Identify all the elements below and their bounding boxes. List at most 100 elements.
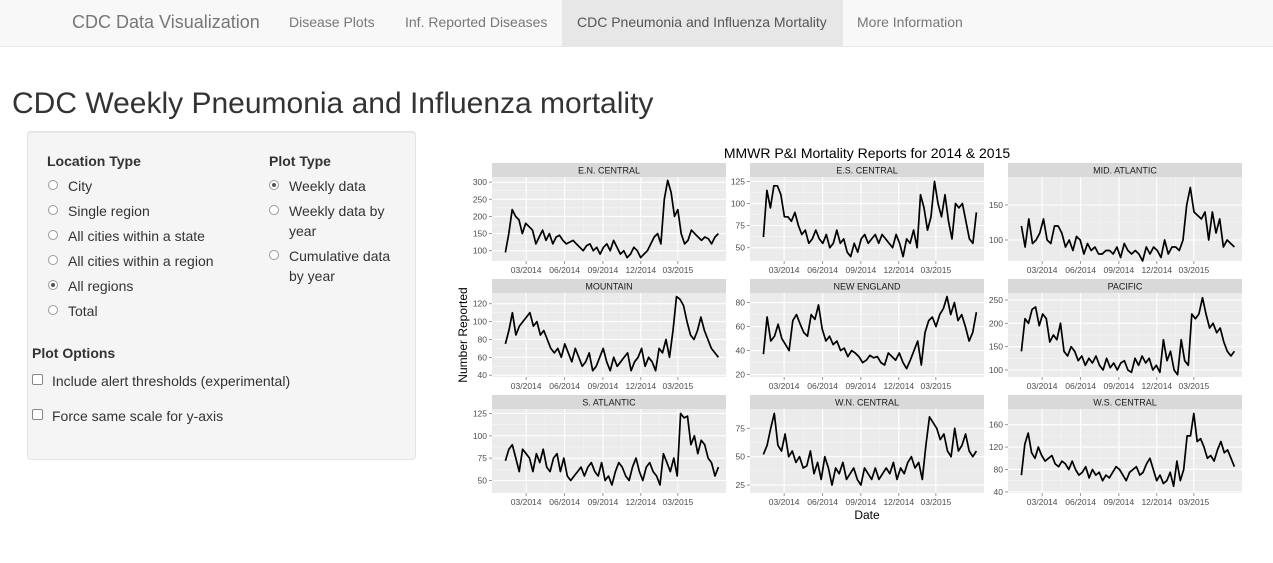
checkbox[interactable] (32, 409, 43, 420)
tab-inf-reported-diseases[interactable]: Inf. Reported Diseases (405, 14, 548, 30)
checkbox-label: Force same scale for y-axis (52, 408, 224, 424)
series-line (504, 412, 720, 486)
x-tick-label: 06/2014 (549, 265, 580, 275)
y-tick-label: 200 (473, 211, 487, 221)
x-tick-label: 12/2014 (625, 381, 656, 391)
y-tick-label: 40 (994, 487, 1004, 497)
x-tick-label: 09/2014 (1104, 265, 1135, 275)
tab-disease-plots[interactable]: Disease Plots (289, 14, 375, 30)
navbar: CDC Data Visualization Disease Plots Inf… (0, 0, 1273, 47)
series-line (762, 180, 978, 258)
radio-button[interactable] (48, 180, 58, 190)
x-tick-label: 09/2014 (588, 381, 619, 391)
facet-strip (750, 279, 984, 293)
panel-background (750, 409, 984, 493)
facet-strip-label: MID. ATLANTIC (1093, 166, 1157, 176)
y-tick-label: 120 (473, 299, 487, 309)
facet-svg: W.N. CENTRAL 25 50 75 03/2014 06/2014 09/2014 1… (736, 395, 984, 507)
x-tick-label: 09/2014 (588, 265, 619, 275)
x-tick-label: 03/2014 (1027, 381, 1058, 391)
tab-more-information[interactable]: More Information (857, 14, 963, 30)
radio-button[interactable] (48, 205, 58, 215)
facet-svg: S. ATLANTIC 50 75 100 125 03/2014 06/2014 09/20… (473, 395, 726, 507)
y-tick-label: 120 (989, 442, 1003, 452)
x-tick-label: 09/2014 (1104, 381, 1135, 391)
radio-label-line2: year (289, 223, 317, 239)
y-tick-label: 80 (994, 464, 1004, 474)
y-tick-label: 250 (473, 194, 487, 204)
series-line (504, 295, 720, 372)
facet-panel: W.S. CENTRAL 40 80 120 160 03/2014 06/2014 09/2… (968, 395, 1242, 509)
x-tick-label: 09/2014 (846, 381, 877, 391)
y-tick-label: 300 (473, 177, 487, 187)
series-line (1020, 296, 1236, 376)
x-tick-label: 03/2015 (662, 497, 693, 507)
facet-svg: W.S. CENTRAL 40 80 120 160 03/2014 06/2014 09/2… (989, 395, 1242, 507)
x-tick-label: 12/2014 (883, 381, 914, 391)
facet-svg: MOUNTAIN 40 60 80 100 120 03/2014 06/2014 09/201… (473, 279, 726, 391)
radio-label: Single region (68, 203, 150, 219)
facet-panel: MOUNTAIN 40 60 80 100 120 03/2014 06/2014 09/201… (452, 279, 726, 393)
y-tick-label: 50 (736, 452, 746, 462)
x-tick-label: 03/2015 (920, 497, 951, 507)
y-tick-label: 80 (736, 298, 746, 308)
x-tick-label: 06/2014 (1065, 265, 1096, 275)
y-tick-label: 100 (473, 431, 487, 441)
x-tick-label: 03/2014 (769, 265, 800, 275)
x-tick-label: 09/2014 (846, 497, 877, 507)
y-tick-label: 20 (736, 370, 746, 380)
y-tick-label: 75 (478, 453, 488, 463)
x-axis-label: Date (854, 508, 880, 522)
location-type-label: Location Type (47, 153, 141, 169)
y-tick-label: 100 (473, 246, 487, 256)
y-tick-label: 150 (473, 229, 487, 239)
x-tick-label: 03/2014 (1027, 265, 1058, 275)
panel-background (492, 293, 726, 377)
facet-panel: E.S. CENTRAL 50 75 100 125 03/2014 06/2014 09/2… (710, 163, 984, 277)
x-tick-label: 03/2015 (1178, 497, 1209, 507)
facet-svg: E.N. CENTRAL 100 150 200 250 300 03/2014 06/201… (473, 163, 726, 275)
x-tick-label: 03/2015 (920, 381, 951, 391)
facet-svg: MID. ATLANTIC 100 150 03/2014 06/2014 09/2014… (989, 163, 1242, 275)
navbar-brand[interactable]: CDC Data Visualization (72, 12, 260, 32)
series-line (1020, 412, 1236, 488)
x-tick-label: 09/2014 (588, 497, 619, 507)
facet-strip-label: S. ATLANTIC (582, 398, 636, 408)
y-tick-label: 60 (736, 322, 746, 332)
y-tick-label: 75 (736, 221, 746, 231)
tab-pi-mortality[interactable]: CDC Pneumonia and Influenza Mortality (562, 0, 843, 46)
plot-type-label: Plot Type (269, 153, 331, 169)
radio-button[interactable] (48, 305, 58, 315)
radio-button-selected[interactable] (269, 180, 279, 190)
y-tick-label: 150 (989, 200, 1003, 210)
x-tick-label: 03/2014 (511, 381, 542, 391)
radio-button-selected[interactable] (48, 280, 58, 290)
x-tick-label: 09/2014 (1104, 497, 1135, 507)
y-tick-label: 200 (989, 318, 1003, 328)
checkbox[interactable] (32, 374, 43, 385)
facet-strip (1008, 279, 1242, 293)
x-tick-label: 03/2015 (662, 265, 693, 275)
panel-background (750, 293, 984, 377)
facet-panel: MID. ATLANTIC 100 150 03/2014 06/2014 09/2014… (968, 163, 1242, 277)
radio-button[interactable] (269, 205, 279, 215)
radio-label: Total (68, 303, 98, 319)
x-tick-label: 03/2015 (662, 381, 693, 391)
x-tick-label: 06/2014 (807, 265, 838, 275)
panel-background (1008, 177, 1242, 261)
x-tick-label: 03/2014 (769, 381, 800, 391)
radio-label-line2: by year (289, 268, 335, 284)
radio-button[interactable] (269, 250, 279, 260)
sidebar-panel: Location Type City Single region All cit… (27, 131, 416, 460)
x-tick-label: 03/2015 (920, 265, 951, 275)
radio-label-line1: Cumulative data (289, 248, 391, 264)
facet-panel: PACIFIC 100 150 200 250 03/2014 06/2014 09/2014… (968, 279, 1242, 393)
x-tick-label: 12/2014 (1141, 497, 1172, 507)
facet-strip-label: W.S. CENTRAL (1093, 398, 1157, 408)
y-tick-label: 40 (478, 370, 488, 380)
facet-svg: PACIFIC 100 150 200 250 03/2014 06/2014 09/2014… (989, 279, 1242, 391)
radio-button[interactable] (48, 255, 58, 265)
facet-panel: W.N. CENTRAL 25 50 75 03/2014 06/2014 09/2014 1… (710, 395, 984, 509)
facet-strip (492, 163, 726, 177)
radio-button[interactable] (48, 230, 58, 240)
